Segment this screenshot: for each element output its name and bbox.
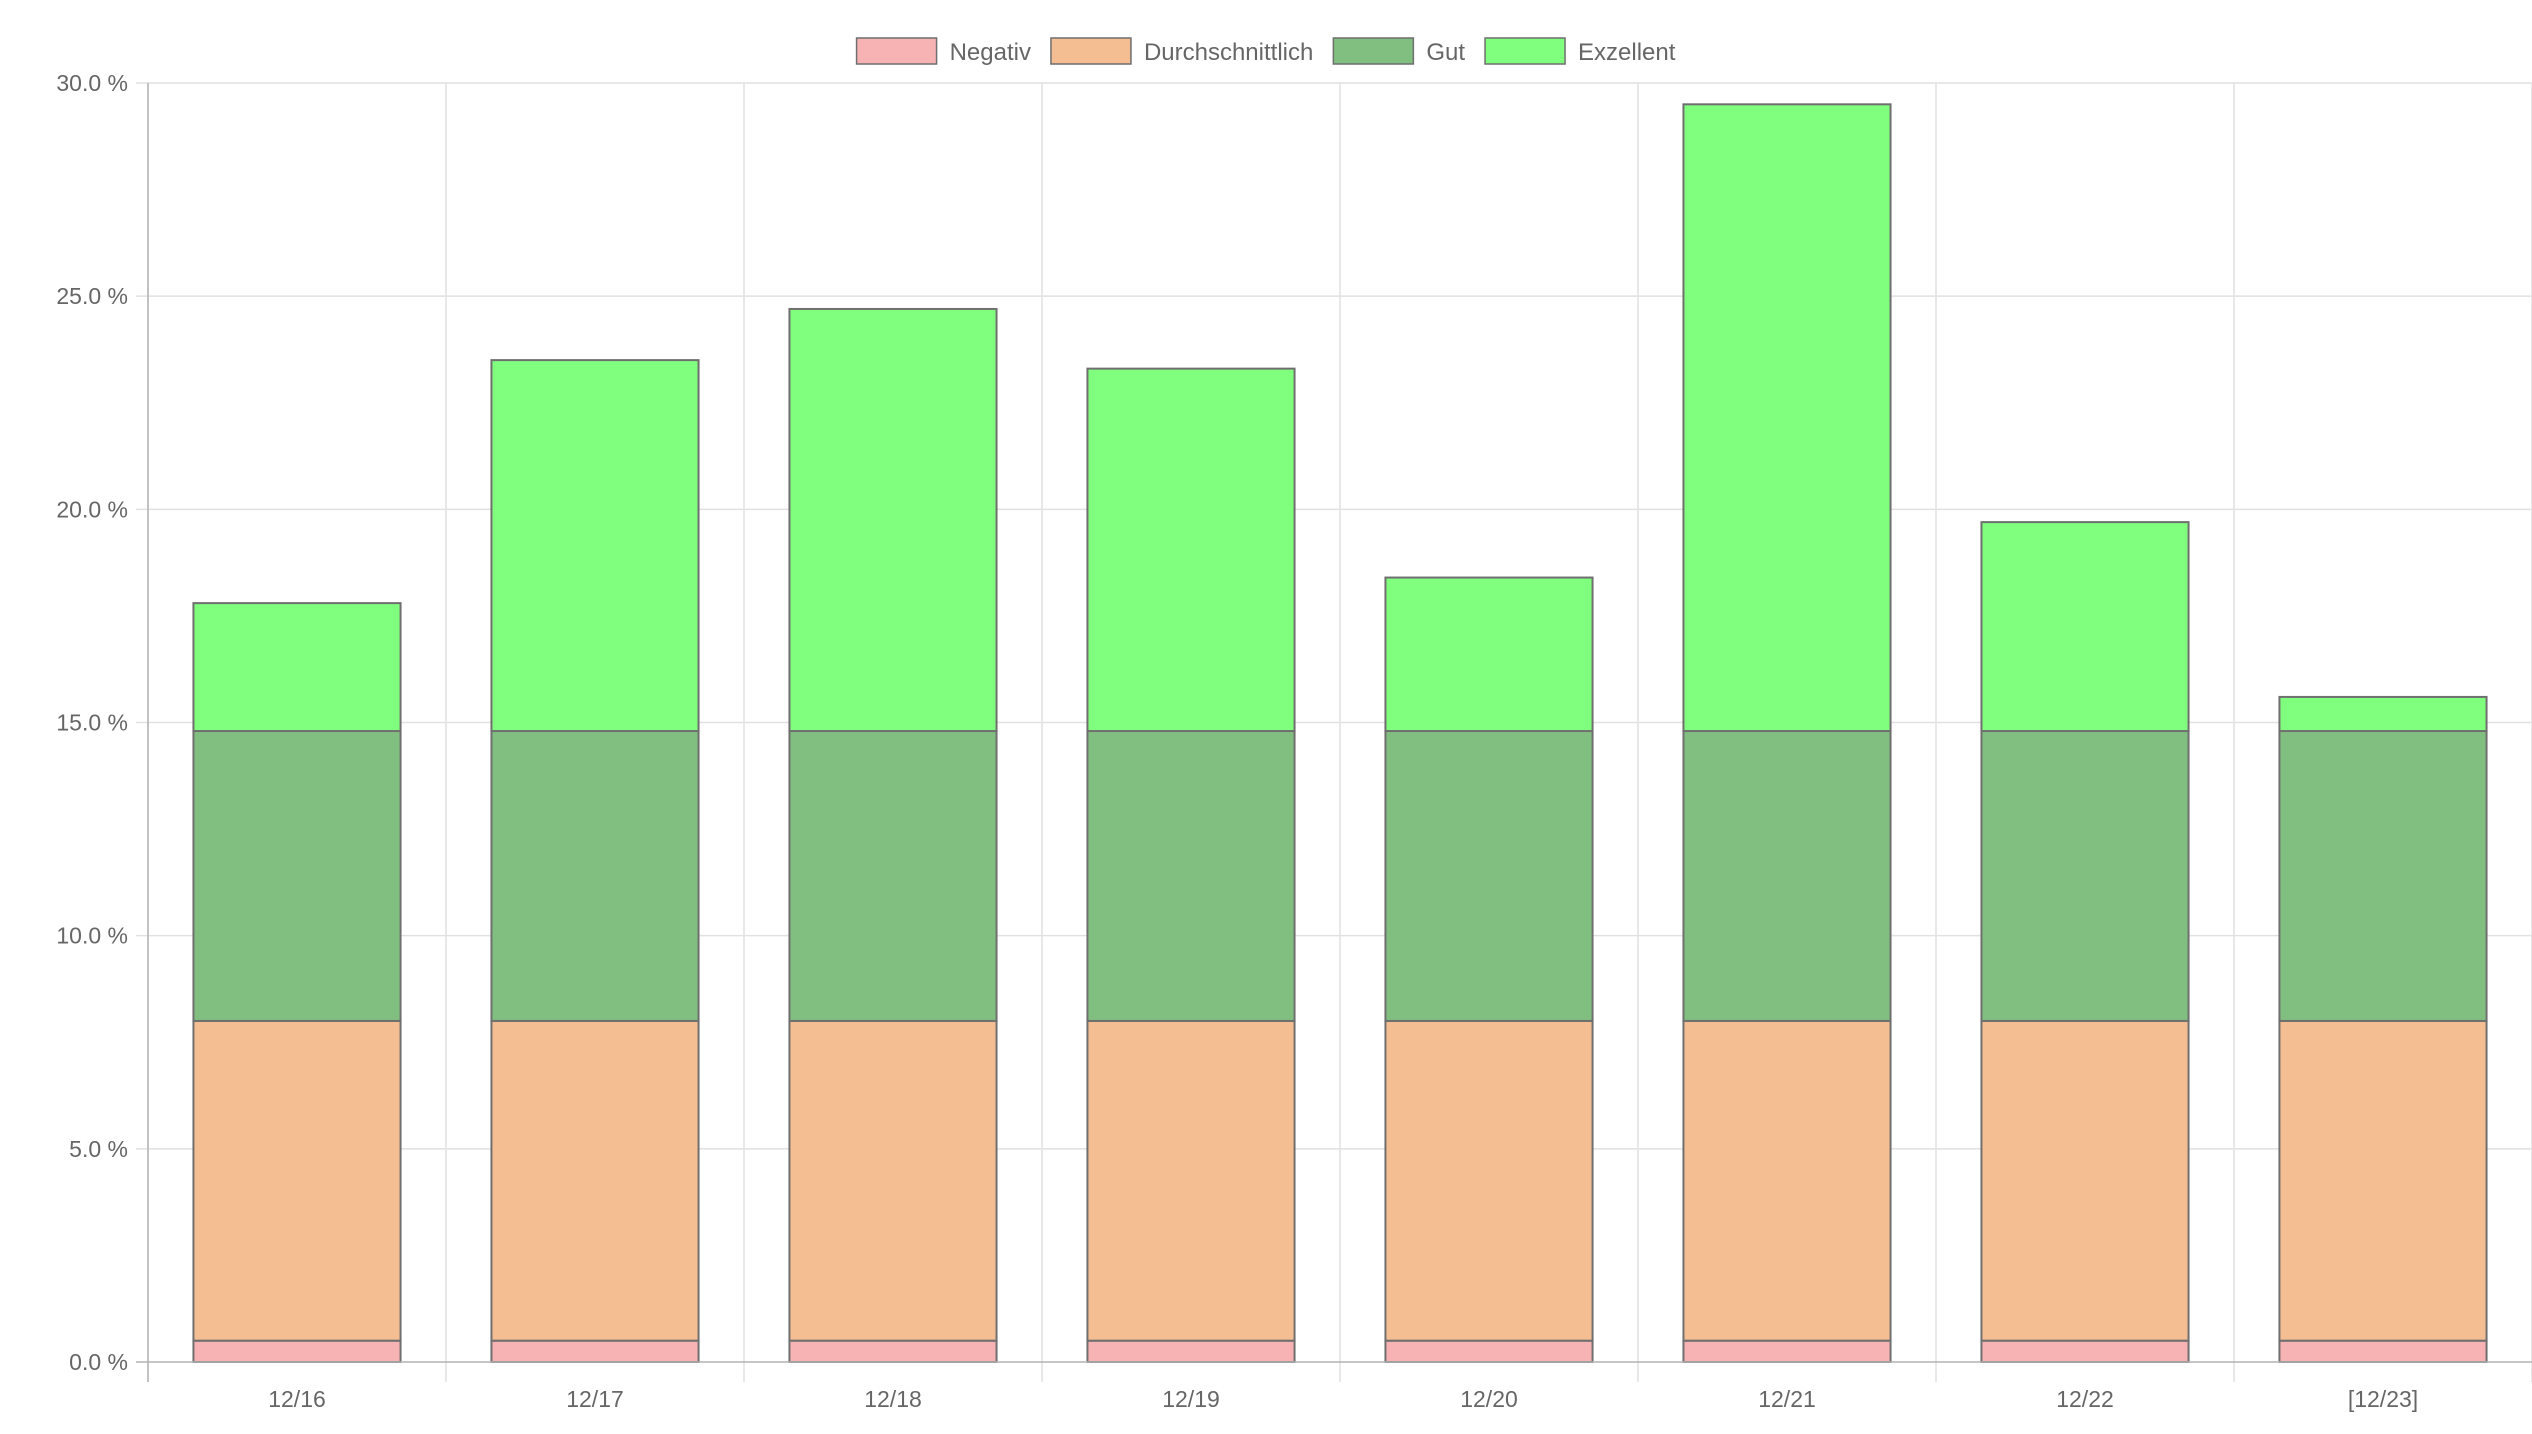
bar-segment-exzellent[interactable] xyxy=(1682,103,1892,733)
bar-segment-gut[interactable] xyxy=(788,730,998,1022)
y-tick-label: 10.0 % xyxy=(56,923,128,949)
grid xyxy=(136,82,2532,1382)
bar-segment-gut[interactable] xyxy=(1086,730,1296,1022)
legend[interactable]: Negativ Durchschnittlich Gut Exzellent xyxy=(855,37,1676,66)
bar-segment-exzellent[interactable] xyxy=(1086,367,1296,733)
x-tick-label: 12/20 xyxy=(1460,1386,1518,1412)
legend-item-gut[interactable]: Gut xyxy=(1332,37,1465,66)
bar-segment-durchschnittlich[interactable] xyxy=(192,1019,402,1342)
bar-segment-exzellent[interactable] xyxy=(1384,576,1594,733)
x-tick-label: 12/16 xyxy=(268,1386,326,1412)
legend-item-durchschnittlich[interactable]: Durchschnittlich xyxy=(1050,37,1313,66)
x-tick-label: 12/17 xyxy=(566,1386,624,1412)
legend-label: Durchschnittlich xyxy=(1144,39,1313,66)
bar-segment-exzellent[interactable] xyxy=(2278,695,2488,733)
bar-segment-gut[interactable] xyxy=(490,730,700,1022)
bar-segment-gut[interactable] xyxy=(2278,730,2488,1022)
y-tick-label: 0.0 % xyxy=(69,1349,128,1375)
bar-segment-negativ[interactable] xyxy=(1980,1339,2190,1364)
bar-segment-durchschnittlich[interactable] xyxy=(2278,1019,2488,1342)
bar-segment-gut[interactable] xyxy=(1384,730,1594,1022)
legend-swatch xyxy=(1484,37,1566,65)
bar-segment-exzellent[interactable] xyxy=(788,307,998,733)
y-tick-label: 15.0 % xyxy=(56,710,128,736)
bar-segment-negativ[interactable] xyxy=(788,1339,998,1364)
bar-segment-durchschnittlich[interactable] xyxy=(1384,1019,1594,1342)
bar-segment-gut[interactable] xyxy=(1682,730,1892,1022)
bar-segment-negativ[interactable] xyxy=(1086,1339,1296,1364)
bar-segment-exzellent[interactable] xyxy=(490,359,700,733)
x-tick-label: 12/19 xyxy=(1162,1386,1220,1412)
x-tick-label: 12/21 xyxy=(1758,1386,1816,1412)
bar-segment-durchschnittlich[interactable] xyxy=(1682,1019,1892,1342)
x-tick-label: 12/18 xyxy=(864,1386,922,1412)
bar-segment-durchschnittlich[interactable] xyxy=(1980,1019,2190,1342)
bar-segment-gut[interactable] xyxy=(1980,730,2190,1022)
legend-label: Negativ xyxy=(950,39,1031,66)
bar-segment-negativ[interactable] xyxy=(490,1339,700,1364)
x-axis-ticks: 12/16 12/17 12/18 12/19 12/20 12/21 12/22 [12/2… xyxy=(268,1386,2418,1412)
legend-swatch xyxy=(1050,37,1132,65)
legend-label: Exzellent xyxy=(1578,39,1676,66)
bar-segment-negativ[interactable] xyxy=(1384,1339,1594,1364)
bar-segment-exzellent[interactable] xyxy=(192,602,402,733)
y-axis-ticks: 0.0 % 5.0 % 10.0 % 15.0 % 20.0 % 25.0 % 30.0 % xyxy=(56,70,128,1375)
bar-segment-durchschnittlich[interactable] xyxy=(490,1019,700,1342)
legend-swatch xyxy=(855,37,938,65)
x-tick-label: [12/23] xyxy=(2348,1386,2418,1412)
y-tick-label: 25.0 % xyxy=(56,283,128,309)
bar-segment-durchschnittlich[interactable] xyxy=(1086,1019,1296,1342)
bar-segment-negativ[interactable] xyxy=(2278,1339,2488,1364)
bar-segment-exzellent[interactable] xyxy=(1980,521,2190,733)
bar-segment-gut[interactable] xyxy=(192,730,402,1022)
y-tick-label: 5.0 % xyxy=(69,1136,128,1162)
y-tick-label: 30.0 % xyxy=(56,70,128,96)
axes xyxy=(136,83,2532,1382)
bar-segment-negativ[interactable] xyxy=(192,1339,402,1364)
legend-item-exzellent[interactable]: Exzellent xyxy=(1484,37,1676,66)
legend-item-negativ[interactable]: Negativ xyxy=(855,37,1031,66)
bars xyxy=(192,103,2488,1364)
bar-segment-durchschnittlich[interactable] xyxy=(788,1019,998,1342)
legend-label: Gut xyxy=(1426,39,1465,66)
bar-segment-negativ[interactable] xyxy=(1682,1339,1892,1364)
x-tick-label: 12/22 xyxy=(2056,1386,2114,1412)
y-tick-label: 20.0 % xyxy=(56,496,128,522)
legend-swatch xyxy=(1332,37,1415,65)
